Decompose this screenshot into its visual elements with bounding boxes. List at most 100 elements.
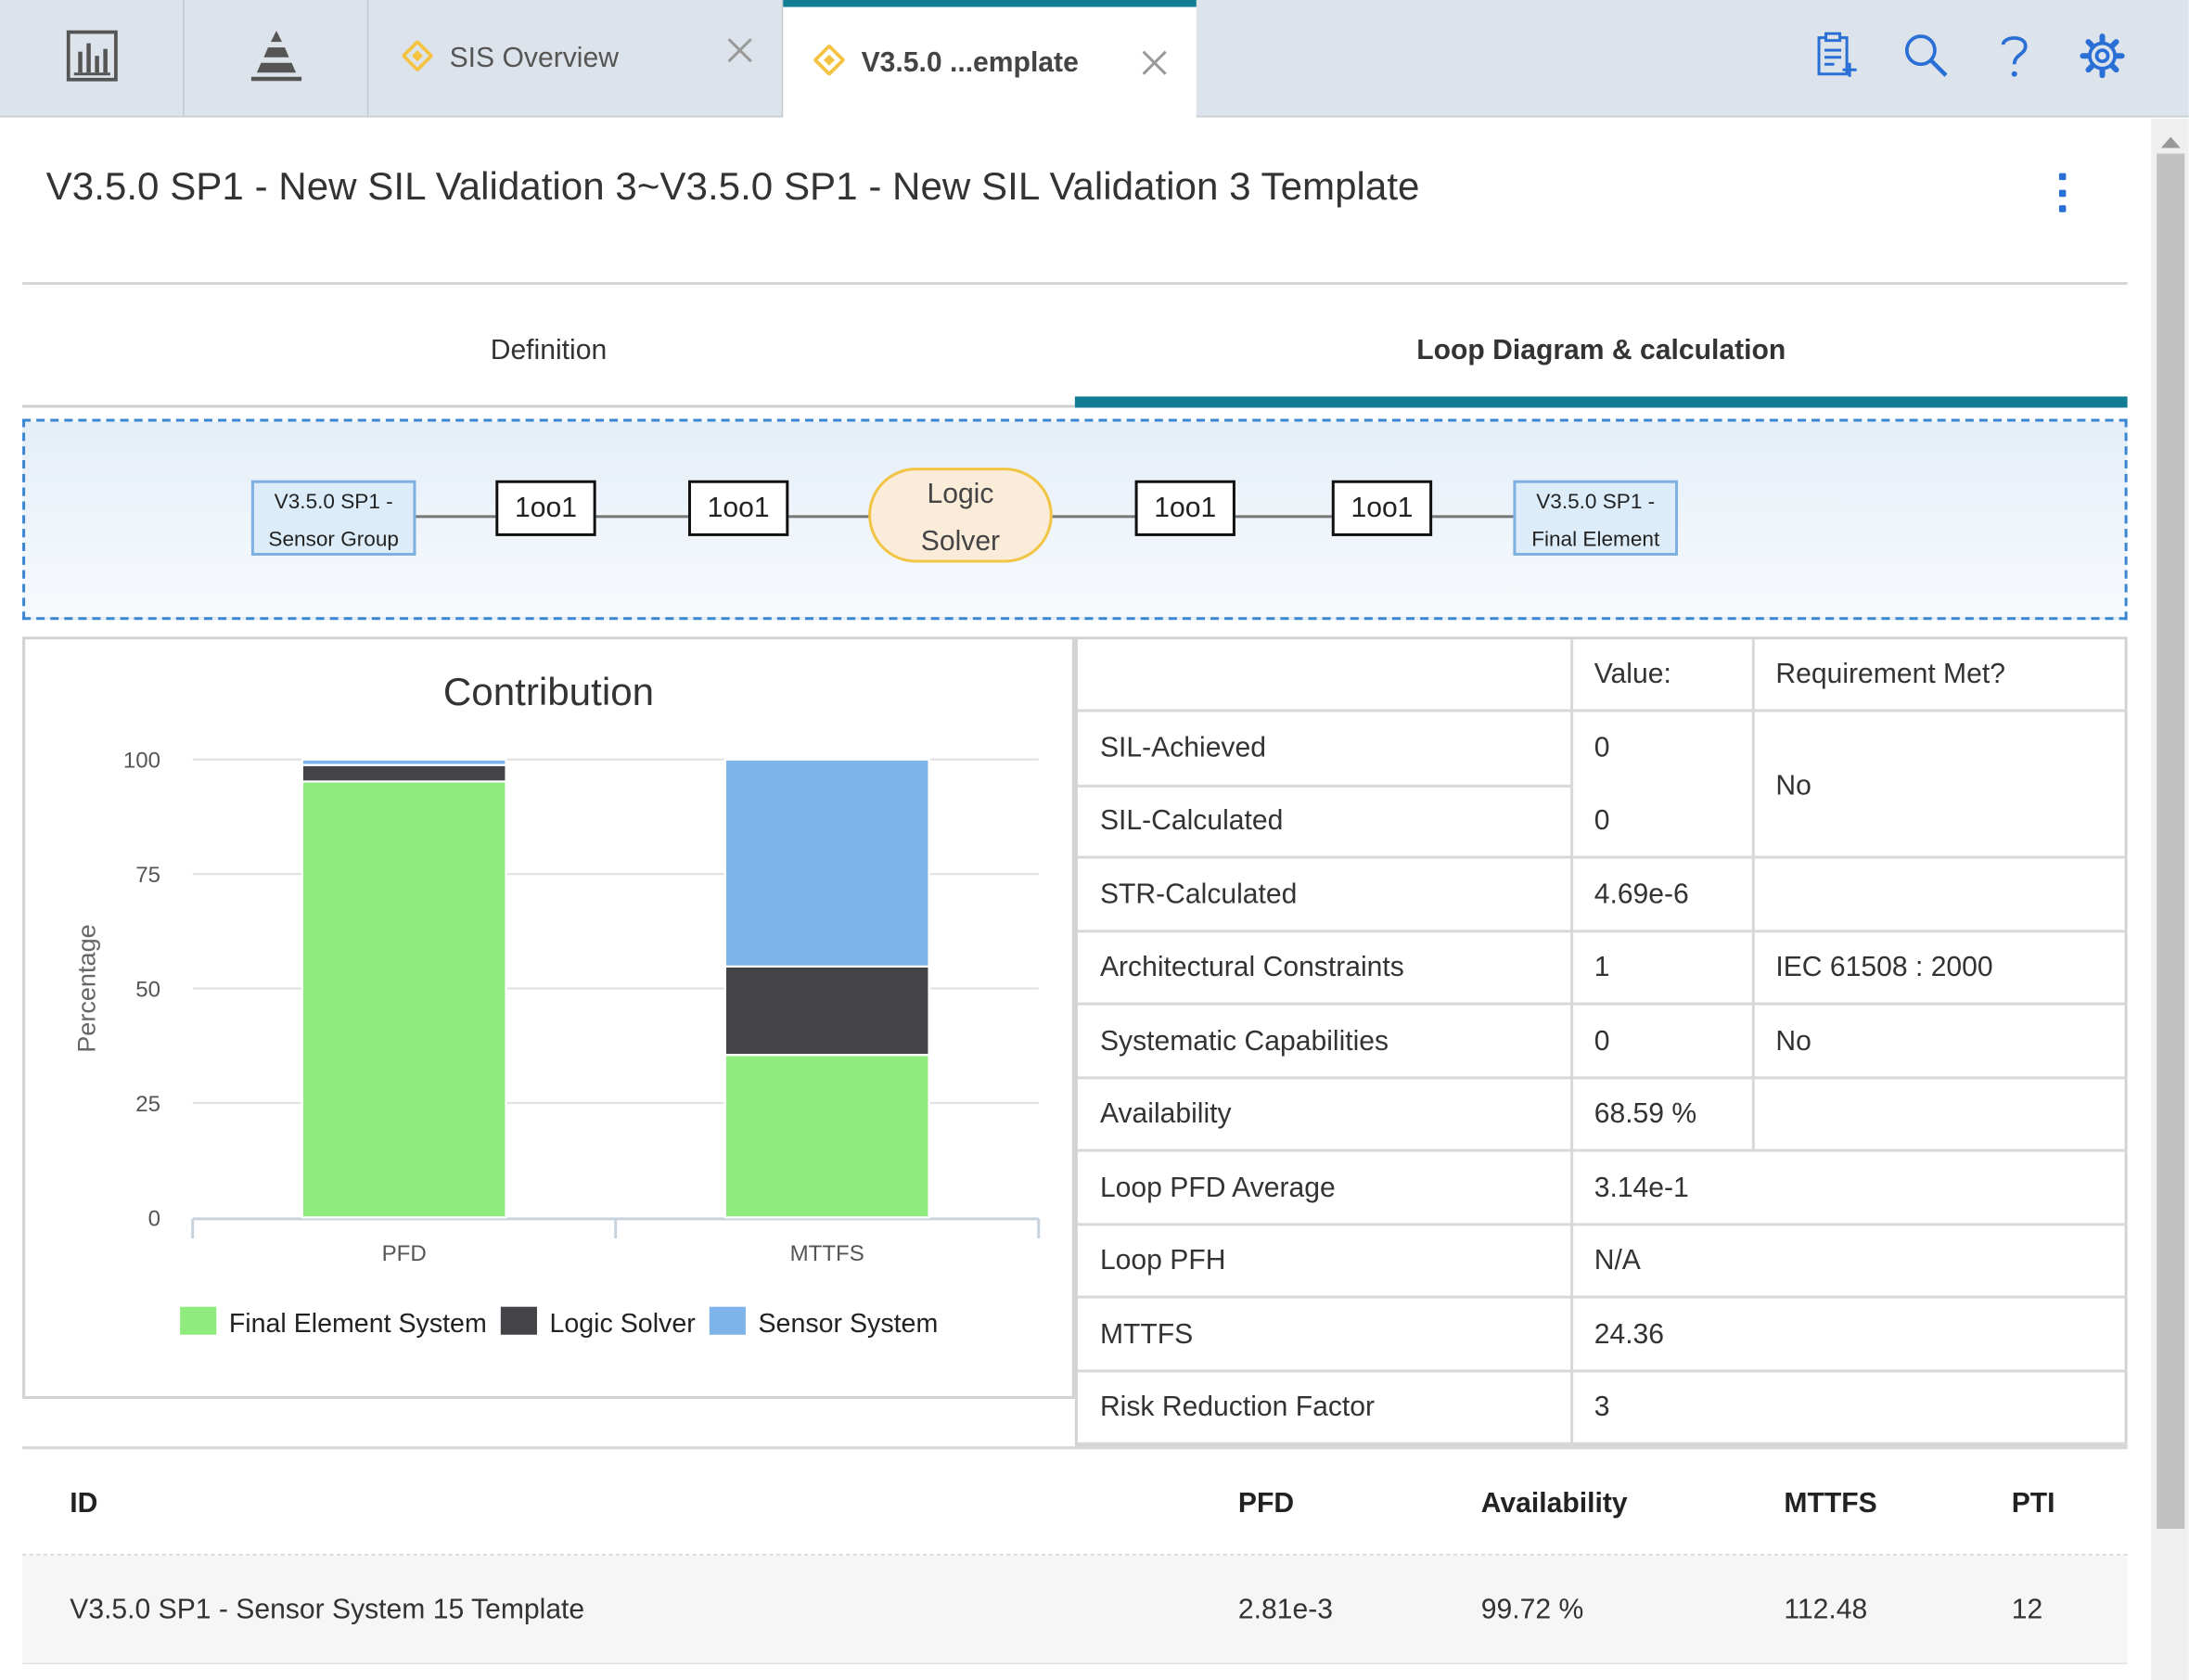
metric-row: STR-Calculated 4.69e-6 <box>1077 859 2128 932</box>
voting-node[interactable]: 1oo1 <box>495 480 596 536</box>
column-header-pfd[interactable]: PFD <box>1237 1488 1295 1520</box>
tab-sis-overview[interactable]: SIS Overview <box>371 0 784 118</box>
legend-swatch <box>180 1306 217 1335</box>
subsystem-table-header: ID PFD Availability MTTFS PTI <box>22 1452 2128 1556</box>
tab-definition[interactable]: Definition <box>22 318 1075 408</box>
metric-value: 0 <box>1594 805 1610 837</box>
metric-label: SIL-Calculated <box>1099 805 1284 837</box>
pyramid-icon <box>248 27 303 90</box>
metric-label: MTTFS <box>1099 1318 1194 1350</box>
dashboard-nav-button[interactable] <box>0 0 185 118</box>
dashboard-icon <box>65 29 118 89</box>
metric-requirement: IEC 61508 : 2000 <box>1775 952 1993 983</box>
metrics-header-row: Value: Requirement Met? <box>1077 639 2128 712</box>
bar-segment <box>723 1053 930 1219</box>
column-header-mttfs[interactable]: MTTFS <box>1784 1488 1877 1520</box>
voting-node[interactable]: 1oo1 <box>687 480 789 536</box>
node-label: Solver <box>920 526 1001 558</box>
tab-loop-diagram[interactable]: Loop Diagram & calculation <box>1074 318 2128 408</box>
y-tick-label: 50 <box>135 978 160 1003</box>
metric-row: Loop PFD Average 3.14e-1 <box>1077 1152 2128 1225</box>
scrollbar-thumb[interactable] <box>2157 153 2185 1529</box>
row-pti: 12 <box>2011 1594 2043 1625</box>
logic-solver-node[interactable]: Logic Solver <box>868 468 1053 563</box>
search-button[interactable] <box>1901 33 1952 83</box>
y-tick-label: 100 <box>123 749 160 774</box>
tab-label: SIS Overview <box>449 42 619 74</box>
metric-label: Loop PFD Average <box>1099 1172 1336 1203</box>
pyramid-nav-button[interactable] <box>185 0 369 118</box>
bar-segment <box>723 758 930 968</box>
metric-value: 4.69e-6 <box>1594 878 1689 910</box>
legend-label: Sensor System <box>758 1309 938 1339</box>
help-button[interactable] <box>1990 33 2040 83</box>
metric-value: 1 <box>1594 952 1610 983</box>
y-tick-label: 25 <box>135 1092 160 1117</box>
metric-label: Availability <box>1099 1098 1232 1130</box>
column-header-pti[interactable]: PTI <box>2011 1488 2055 1520</box>
bar-segment <box>301 780 507 1219</box>
y-tick-label: 75 <box>135 863 160 888</box>
metric-value: 0 <box>1594 732 1610 763</box>
row-pfd: 2.81e-3 <box>1237 1594 1334 1625</box>
add-to-list-button[interactable] <box>1811 31 1862 86</box>
tab-label: V3.5.0 ...emplate <box>861 46 1079 78</box>
metric-row: Architectural Constraints 1 IEC 61508 : 20… <box>1077 932 2128 1006</box>
close-icon[interactable] <box>726 36 754 71</box>
x-tick-label: MTTFS <box>790 1241 864 1266</box>
metric-row: SIL-Calculated 0 <box>1077 786 2128 859</box>
bar-segment <box>301 758 507 766</box>
search-icon <box>1902 32 1950 86</box>
metric-value: 3 <box>1594 1391 1610 1423</box>
node-label: Logic <box>927 479 994 510</box>
metric-requirement: No <box>1775 1025 1811 1057</box>
divider <box>22 282 2128 286</box>
clipboard-add-icon <box>1815 31 1860 86</box>
voting-node[interactable]: 1oo1 <box>1134 480 1235 536</box>
page-title: V3.5.0 SP1 - New SIL Validation 3~V3.5.0… <box>45 164 1420 209</box>
metric-label: Loop PFH <box>1099 1245 1226 1276</box>
node-label: V3.5.0 SP1 - <box>274 490 393 514</box>
metric-row: Loop PFH N/A <box>1077 1225 2128 1299</box>
node-label: Sensor Group <box>268 527 399 552</box>
row-id[interactable]: V3.5.0 SP1 - Sensor System 15 Template <box>70 1594 585 1625</box>
value-header: Value: <box>1594 659 1671 690</box>
final-element-node[interactable]: V3.5.0 SP1 - Final Element <box>1513 480 1679 556</box>
metrics-table: Value: Requirement Met? SIL-Achieved 0 SIL… <box>1074 636 2128 1447</box>
legend-label: Logic Solver <box>549 1309 696 1339</box>
row-divider <box>1077 784 1572 788</box>
legend-swatch <box>500 1306 537 1335</box>
voting-node[interactable]: 1oo1 <box>1331 480 1433 536</box>
metric-label: Systematic Capabilities <box>1099 1025 1389 1057</box>
diamond-icon <box>401 38 434 78</box>
metric-label: STR-Calculated <box>1099 878 1298 910</box>
legend-label: Final Element System <box>229 1309 487 1339</box>
gear-icon <box>2080 32 2125 84</box>
metric-row: Availability 68.59 % <box>1077 1079 2128 1152</box>
column-header-id[interactable]: ID <box>70 1488 98 1520</box>
column-divider <box>1751 639 1755 1152</box>
x-tick-label: PFD <box>382 1241 427 1266</box>
more-options-icon[interactable] <box>2049 168 2074 218</box>
scroll-up-arrow-icon[interactable] <box>2159 131 2182 156</box>
bar-segment <box>723 965 930 1057</box>
metric-label: Risk Reduction Factor <box>1099 1391 1376 1423</box>
metric-row: Risk Reduction Factor 3 <box>1077 1372 2128 1445</box>
tab-sil-template[interactable]: V3.5.0 ...emplate <box>783 0 1197 119</box>
metric-label: Architectural Constraints <box>1099 952 1404 983</box>
metric-row: Systematic Capabilities 0 No <box>1077 1006 2128 1079</box>
metric-value: 0 <box>1594 1025 1610 1057</box>
sensor-group-node[interactable]: V3.5.0 SP1 - Sensor Group <box>250 480 416 556</box>
metric-value: N/A <box>1594 1245 1641 1276</box>
help-icon <box>1998 32 2031 86</box>
settings-button[interactable] <box>2077 32 2127 84</box>
column-divider <box>1570 639 1574 1447</box>
table-row[interactable]: V3.5.0 SP1 - Sensor System 15 Template 2… <box>22 1555 2128 1664</box>
close-icon[interactable] <box>1141 49 1169 84</box>
y-axis-label: Percentage <box>71 924 100 1053</box>
metric-row: SIL-Achieved 0 <box>1078 712 2128 785</box>
diamond-icon <box>813 43 846 82</box>
column-header-availability[interactable]: Availability <box>1480 1488 1628 1520</box>
chart-title: Contribution <box>442 670 655 714</box>
